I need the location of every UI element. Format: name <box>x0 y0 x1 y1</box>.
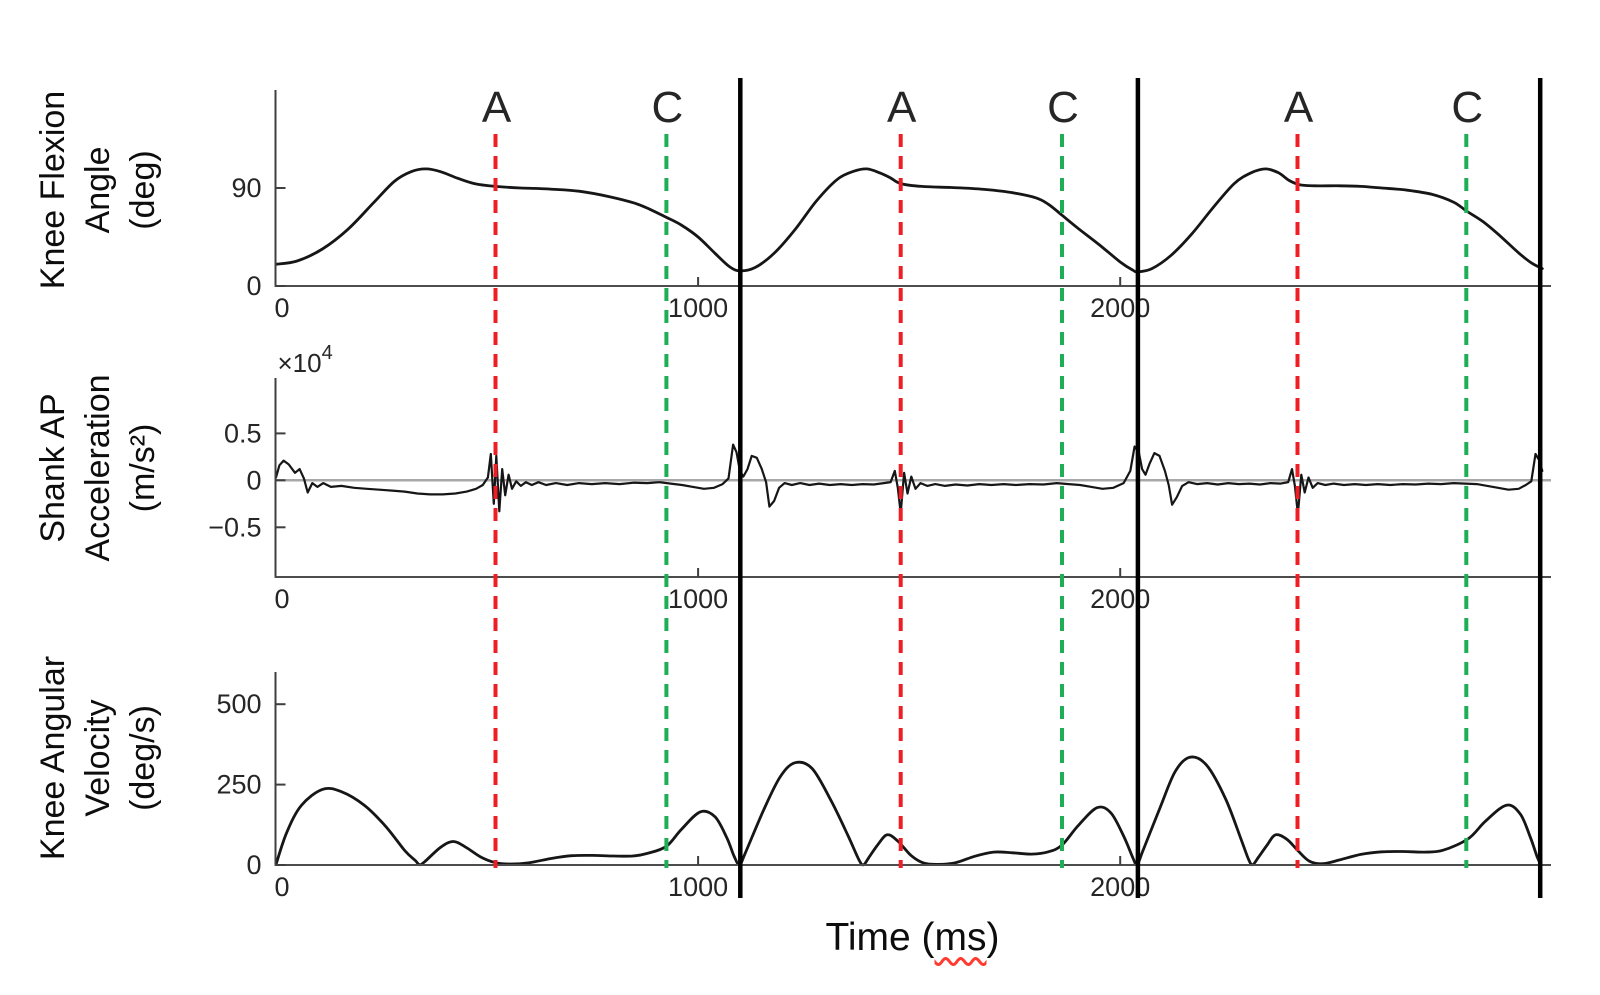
ylabel-line: (m/s²) <box>123 423 162 513</box>
y-tick-label: 250 <box>216 770 261 800</box>
y-tick-label: 0 <box>246 271 261 301</box>
xlabel-suffix: ) <box>986 916 1000 959</box>
x-tick-label: 2000 <box>1090 584 1150 614</box>
x-tick-label: 0 <box>274 293 289 323</box>
ylabel-shank-ap-acceleration: Shank AP Acceleration (m/s²) <box>18 328 178 608</box>
ylabel-line: Acceleration <box>78 374 117 562</box>
knee-angular-velocity-plot: 0 1000 2000 0 250 500 <box>216 672 1551 902</box>
y-tick-label: 0 <box>246 465 261 495</box>
y-tick-label: 90 <box>231 173 261 203</box>
x-tick-label: 2000 <box>1090 293 1150 323</box>
x-tick-label: 1000 <box>668 872 728 902</box>
event-label-A: A <box>482 83 512 132</box>
ylabel-line: Shank AP <box>33 393 72 543</box>
knee-flexion-angle-plot: 0 1000 2000 0 90 <box>231 90 1551 323</box>
y-tick-label: 500 <box>216 689 261 719</box>
ylabel-line: Velocity <box>78 699 117 817</box>
x-tick-label: 2000 <box>1090 872 1150 902</box>
ylabel-knee-flexion-angle: Knee Flexion Angle (deg) <box>18 50 178 330</box>
y-tick-label: 0 <box>246 850 261 880</box>
shank-ap-acceleration-curve <box>274 443 1544 516</box>
event-label-C: C <box>652 83 684 132</box>
knee-angular-velocity-curve <box>274 755 1543 867</box>
shank-ap-acceleration-plot: 0 1000 2000 −0.5 0 0.5 ×104 <box>208 342 1551 614</box>
xlabel-prefix: Time ( <box>825 916 935 959</box>
ylabel-line: (deg/s) <box>123 705 162 811</box>
x-tick-label: 1000 <box>668 584 728 614</box>
axis-scale-multiplier: ×104 <box>278 342 333 378</box>
event-label-C: C <box>1451 83 1483 132</box>
ylabel-line: Knee Flexion <box>33 90 72 290</box>
ylabel-knee-angular-velocity: Knee Angular Velocity (deg/s) <box>18 618 178 898</box>
y-tick-label: −0.5 <box>208 512 261 542</box>
xlabel-time: Time (ms) <box>275 916 1550 960</box>
event-label-A: A <box>1284 83 1314 132</box>
event-label-C: C <box>1047 83 1079 132</box>
x-tick-label: 0 <box>274 872 289 902</box>
ylabel-line: (deg) <box>123 150 162 230</box>
xlabel-ms-spellcheck: ms <box>934 916 987 959</box>
ylabel-line: Knee Angular <box>33 655 72 861</box>
x-tick-label: 0 <box>274 584 289 614</box>
y-tick-label: 0.5 <box>224 418 262 448</box>
ylabel-line: Angle <box>78 146 117 234</box>
x-tick-label: 1000 <box>668 293 728 323</box>
knee-flexion-angle-curve <box>274 167 1544 274</box>
event-label-A: A <box>887 83 917 132</box>
